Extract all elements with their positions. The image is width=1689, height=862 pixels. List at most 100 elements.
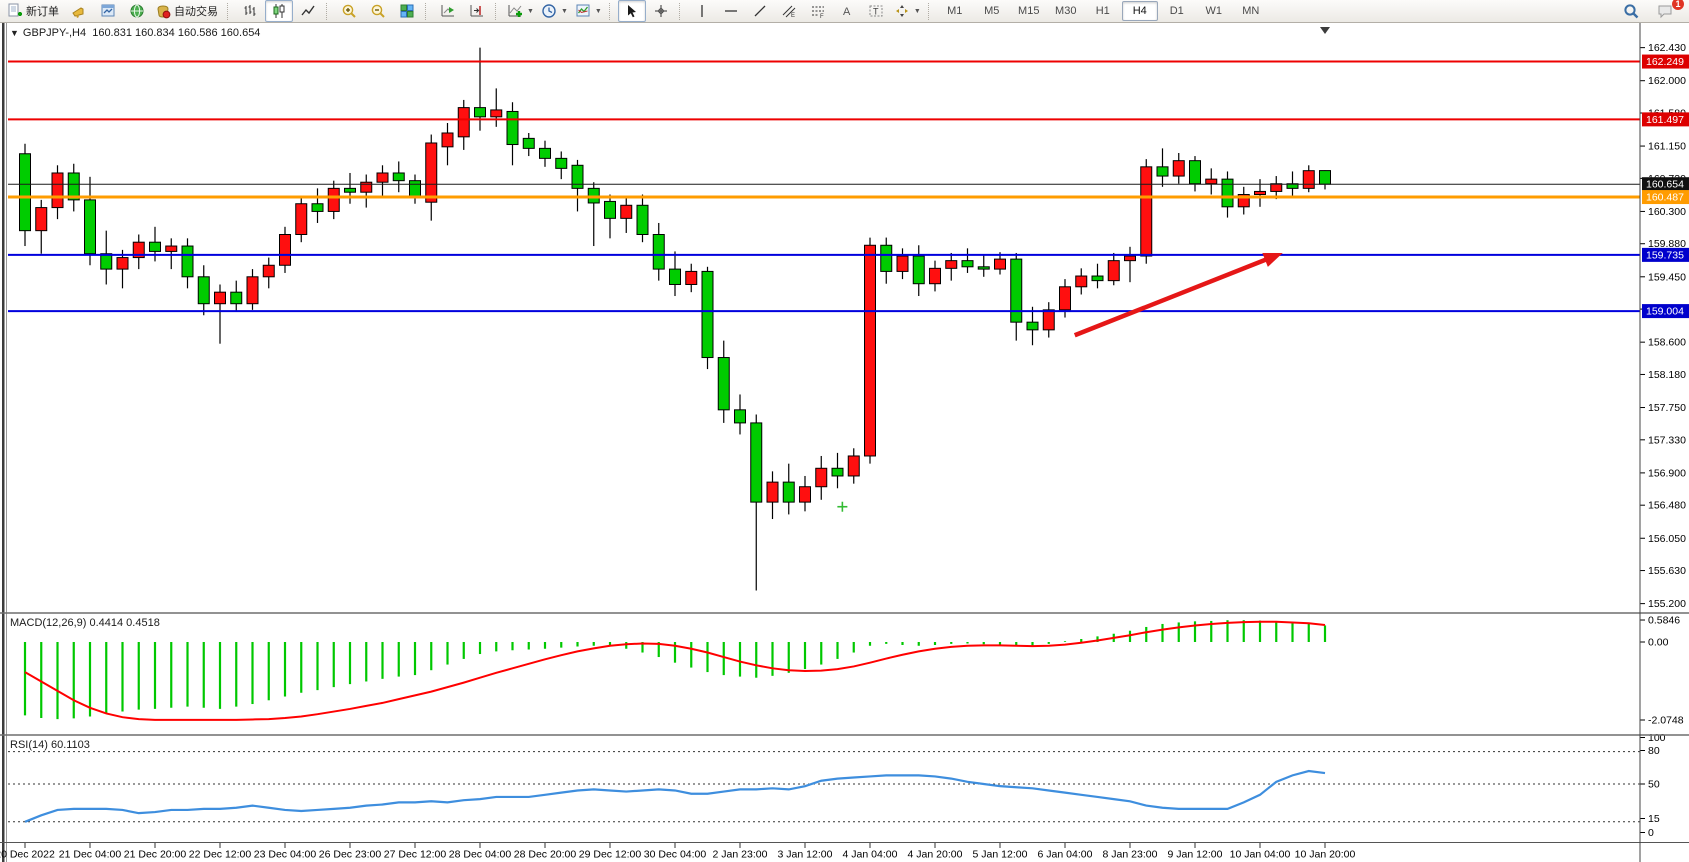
timeframe-button-h1[interactable]: H1 xyxy=(1095,5,1110,17)
candlestick-chart-button[interactable] xyxy=(265,0,293,22)
svg-text:160.654: 160.654 xyxy=(1646,179,1684,191)
toolbar-separator xyxy=(227,2,233,20)
tile-windows-icon xyxy=(400,4,414,18)
notifications-button[interactable]: 1 xyxy=(1651,0,1684,22)
arrows-tool-button[interactable]: ▼ xyxy=(891,0,924,22)
line-chart-icon xyxy=(301,5,315,16)
clock-icon xyxy=(542,4,556,18)
time-tick-label: 2 Jan 23:00 xyxy=(713,849,768,861)
chart-shift-icon xyxy=(470,5,483,17)
horizontal-line-tool-button[interactable] xyxy=(717,0,745,22)
rsi-axis-label: 100 xyxy=(1648,732,1666,744)
equidistant-channel-icon: E xyxy=(782,5,796,19)
bar-chart-button[interactable] xyxy=(236,0,264,22)
zoom-out-button[interactable] xyxy=(364,0,392,22)
time-tick-label: 8 Jan 23:00 xyxy=(1103,849,1158,861)
indicators-button[interactable]: ▼ xyxy=(504,0,537,22)
svg-text:160.487: 160.487 xyxy=(1646,192,1684,204)
text-label-tool-button[interactable]: T xyxy=(862,0,890,22)
timeframe-button-m5[interactable]: M5 xyxy=(984,5,1000,17)
market-watch-button[interactable] xyxy=(94,0,122,22)
price-tick-label: 155.630 xyxy=(1648,565,1686,577)
candlestick-series xyxy=(19,47,1331,591)
search-button[interactable] xyxy=(1617,0,1645,22)
new-order-button[interactable]: 新订单 xyxy=(4,0,64,22)
timeframe-button-d1[interactable]: D1 xyxy=(1169,5,1184,17)
text-tool-button[interactable]: A xyxy=(833,0,861,22)
time-tick-label: 21 Dec 20:00 xyxy=(124,849,187,861)
chart-header-text: GBPJPY-,H4 160.831 160.834 160.586 160.6… xyxy=(22,27,261,39)
chart-shift-marker[interactable] xyxy=(1320,27,1330,34)
zoom-in-button[interactable] xyxy=(335,0,363,22)
time-tick-label: 27 Dec 12:00 xyxy=(384,849,447,861)
rsi-indicator-label: RSI(14) 60.1103 xyxy=(10,739,90,751)
indicator-group: ▼ ▼ ▼ xyxy=(504,0,605,22)
price-tick-label: 159.450 xyxy=(1648,271,1686,283)
autotrading-icon xyxy=(157,5,171,19)
svg-text:T: T xyxy=(873,7,879,17)
time-tick-label: 5 Jan 12:00 xyxy=(973,849,1028,861)
main-price-pane xyxy=(8,27,1640,591)
crosshair-button[interactable] xyxy=(647,0,675,22)
timeframe-button-h4[interactable]: H4 xyxy=(1121,1,1158,21)
templates-button[interactable]: ▼ xyxy=(572,0,605,22)
rsi-axis-label: 50 xyxy=(1648,779,1660,791)
chat-bubble-icon xyxy=(1658,5,1671,19)
globe-icon xyxy=(130,4,144,18)
window-border-left xyxy=(2,23,5,862)
vertical-line-icon xyxy=(701,5,703,17)
line-chart-button[interactable] xyxy=(294,0,322,22)
toolbar-separator xyxy=(608,2,615,20)
tile-windows-button[interactable] xyxy=(393,0,421,22)
time-tick-label: 3 Jan 12:00 xyxy=(778,849,833,861)
chart-background[interactable] xyxy=(0,23,1689,862)
svg-text:159.735: 159.735 xyxy=(1646,249,1684,261)
cursor-button[interactable] xyxy=(617,0,646,22)
new-order-icon xyxy=(8,3,22,17)
chart-shift-button[interactable] xyxy=(463,0,491,22)
chart-header[interactable]: ▼ GBPJPY-,H4 160.831 160.834 160.586 160.… xyxy=(10,27,260,39)
megaphone-icon xyxy=(72,7,84,18)
metaeditor-button[interactable] xyxy=(65,0,93,22)
price-badge-162.249: 162.249 xyxy=(1642,54,1689,69)
toolbar-separator xyxy=(425,2,431,20)
price-tick-label: 158.180 xyxy=(1648,369,1686,381)
main-toolbar: 新订单 xyxy=(0,0,1689,23)
macd-indicator-label: MACD(12,26,9) 0.4414 0.4518 xyxy=(10,617,160,629)
indicators-icon xyxy=(508,5,522,17)
cross-marker-object[interactable] xyxy=(837,501,848,512)
trendline-tool-button[interactable] xyxy=(746,0,774,22)
autotrading-button[interactable]: 自动交易 xyxy=(152,0,223,22)
text-icon: A xyxy=(843,6,851,18)
svg-text:F: F xyxy=(820,14,824,19)
zoom-group xyxy=(335,0,421,22)
timeframe-button-w1[interactable]: W1 xyxy=(1205,5,1223,17)
channel-tool-button[interactable]: E xyxy=(775,0,803,22)
fibonacci-tool-button[interactable]: F xyxy=(804,0,832,22)
auto-scroll-button[interactable] xyxy=(434,0,462,22)
rsi-pane xyxy=(8,751,1640,823)
trend-arrow-object[interactable] xyxy=(1073,252,1283,338)
periods-button[interactable]: ▼ xyxy=(538,0,571,22)
templates-icon xyxy=(576,4,590,17)
timeframe-button-m15[interactable]: M15 xyxy=(1018,5,1040,17)
rsi-axis-label: 80 xyxy=(1648,745,1660,757)
rsi-axis-label: 15 xyxy=(1648,813,1660,825)
price-axis[interactable]: 162.430162.000161.580161.150160.730160.3… xyxy=(1640,42,1689,839)
toolbar-separator xyxy=(927,2,934,20)
drawing-tools-group: E F A T xyxy=(688,0,924,22)
zoom-in-icon xyxy=(342,4,356,18)
timeframe-button-m1[interactable]: M1 xyxy=(947,5,963,17)
price-tick-label: 162.000 xyxy=(1648,75,1686,87)
time-tick-label: 6 Jan 04:00 xyxy=(1038,849,1093,861)
crosshair-icon xyxy=(654,5,667,17)
price-tick-label: 160.300 xyxy=(1648,206,1686,218)
time-axis[interactable]: 20 Dec 2022 21 Dec 04:00 21 Dec 20:00 22 De… xyxy=(0,843,1356,861)
data-feed-button[interactable] xyxy=(123,0,151,22)
timeframe-button-m30[interactable]: M30 xyxy=(1055,5,1077,17)
vertical-line-tool-button[interactable] xyxy=(688,0,716,22)
timeframe-button-mn[interactable]: MN xyxy=(1242,5,1260,17)
price-tick-label: 162.430 xyxy=(1648,42,1686,54)
chart-dropdown-icon[interactable]: ▼ xyxy=(10,28,19,38)
